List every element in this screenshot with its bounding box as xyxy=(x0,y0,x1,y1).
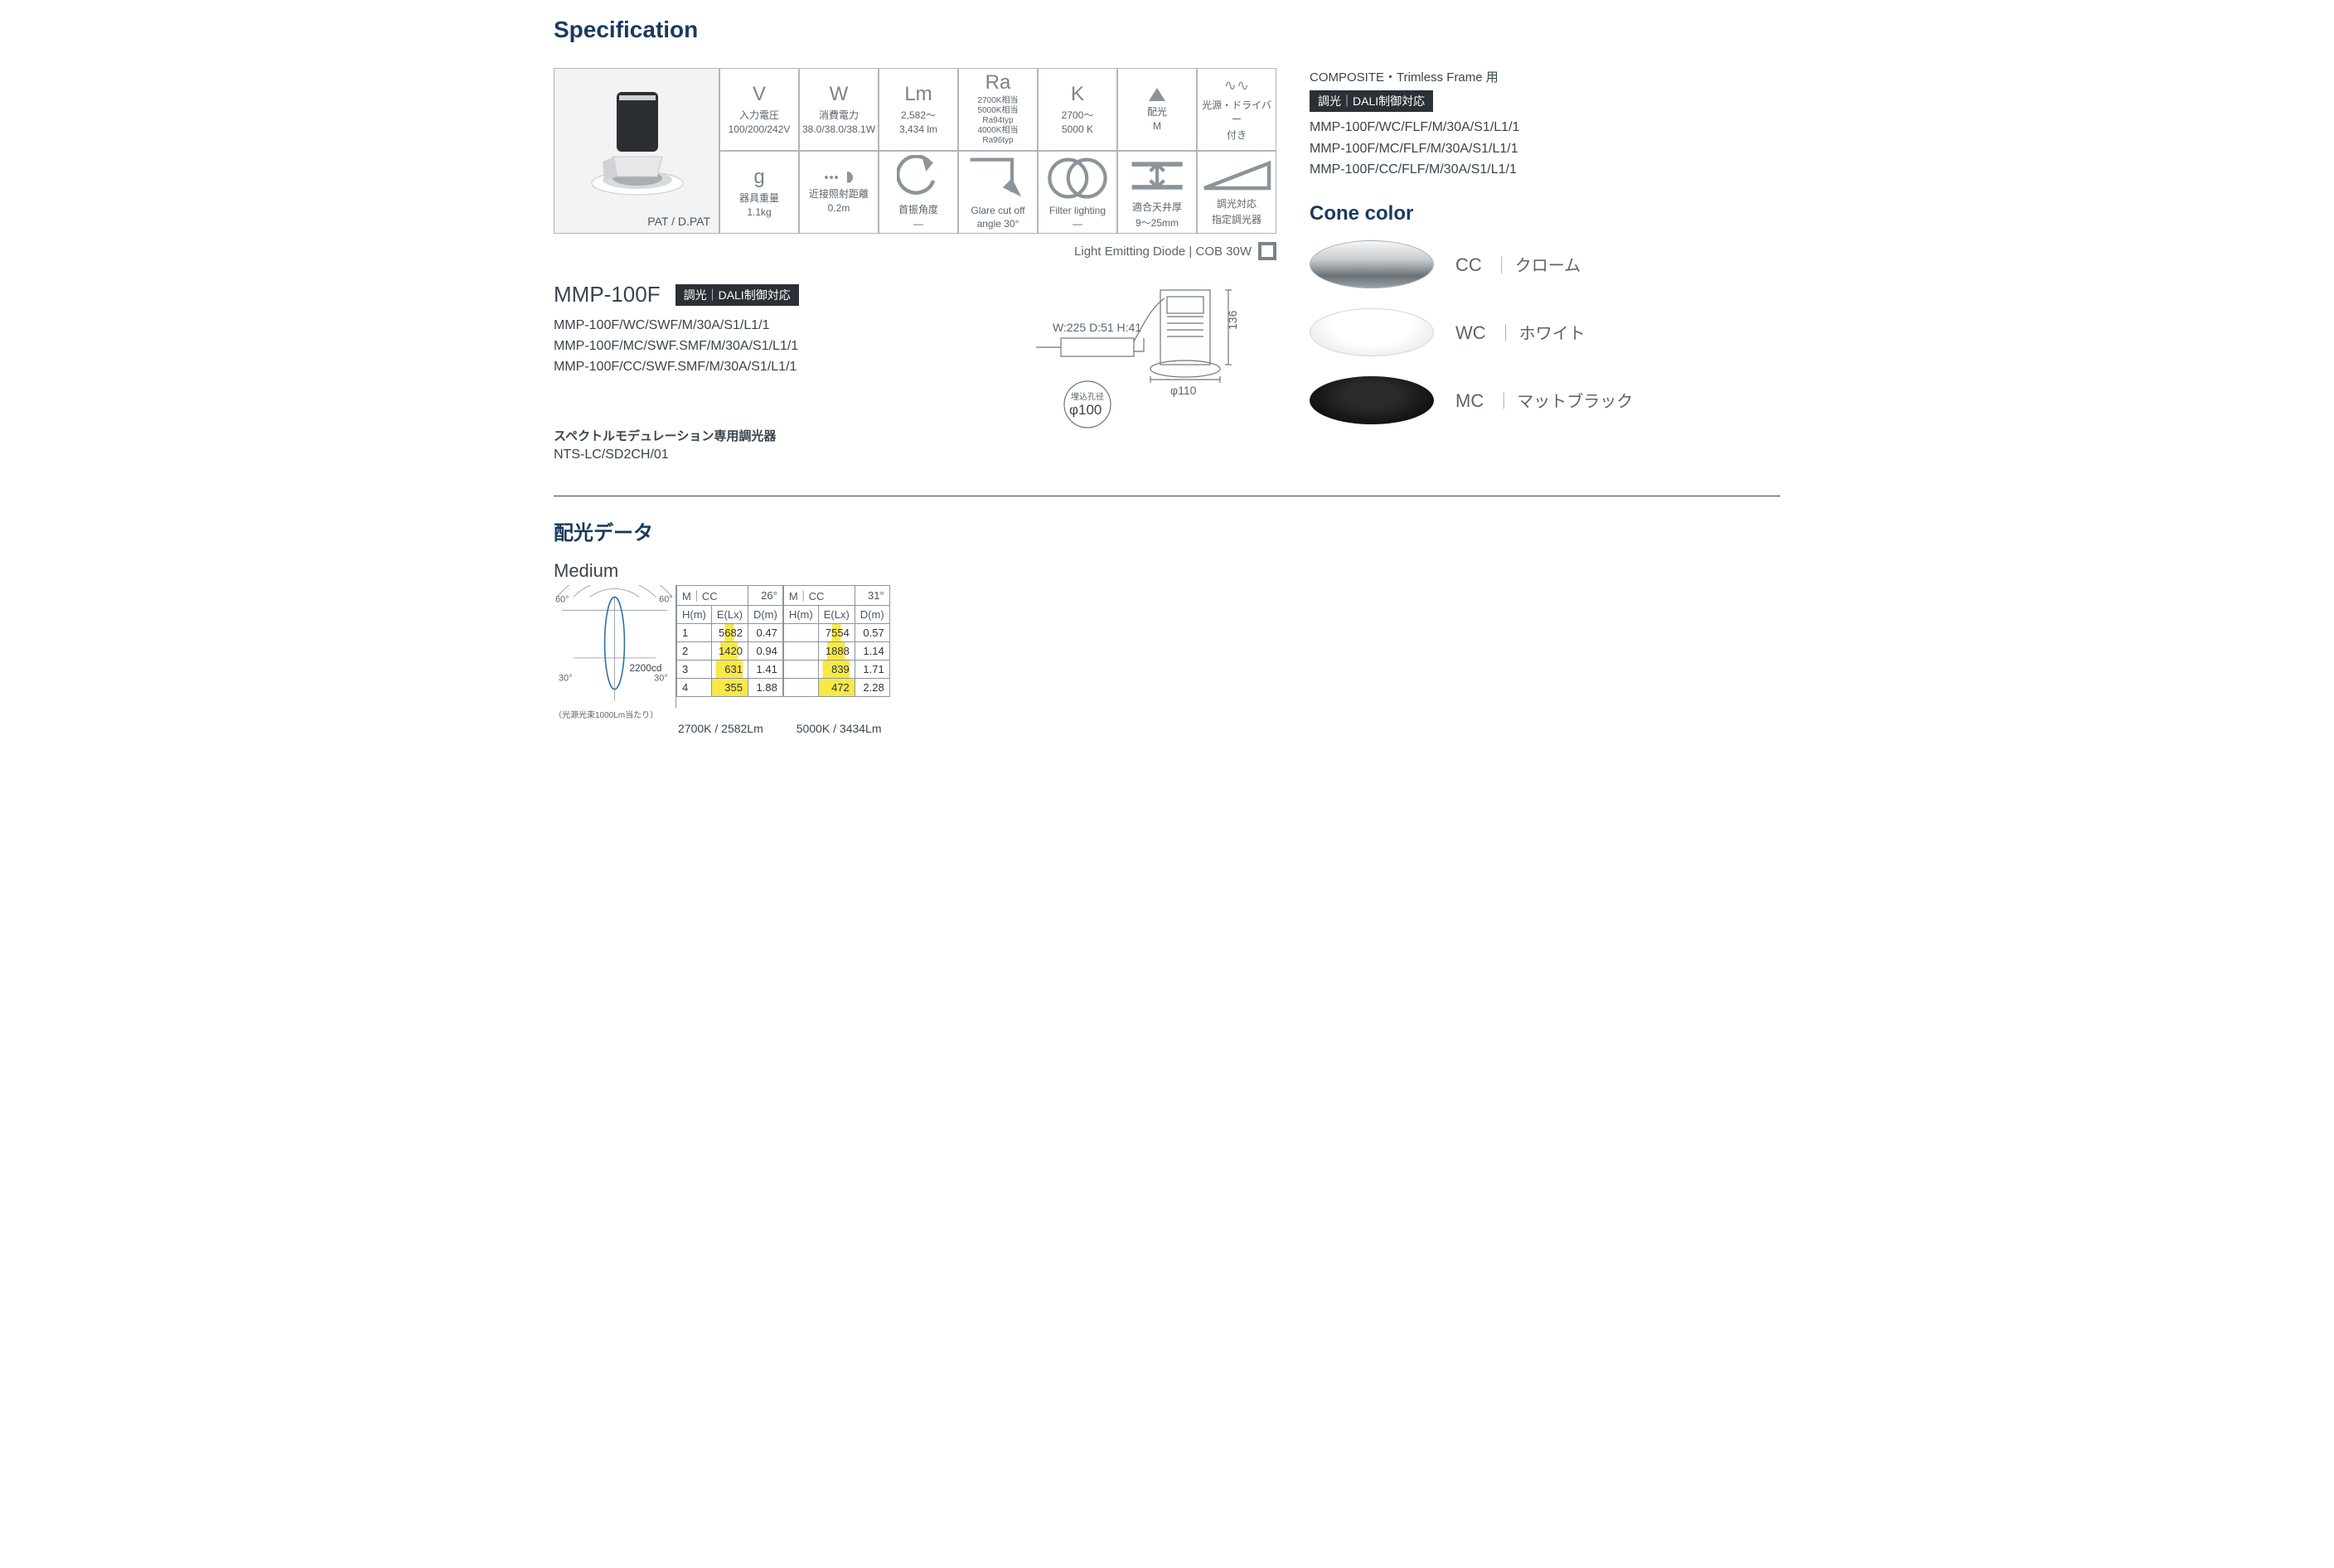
svg-text:60°: 60° xyxy=(659,595,673,605)
cone-title: Cone color xyxy=(1310,202,1780,225)
model-item: MMP-100F/CC/SWF.SMF/M/30A/S1/L1/1 xyxy=(554,357,1028,378)
model-item: MMP-100F/MC/SWF.SMF/M/30A/S1/L1/1 xyxy=(554,336,1028,357)
svg-text:60°: 60° xyxy=(555,595,569,605)
led-text: Light Emitting Diode | COB 30W xyxy=(1074,244,1252,259)
spec-cell: g器具重量1.1kg xyxy=(719,151,799,234)
model-list: MMP-100F/WC/SWF/M/30A/S1/L1/1MMP-100F/MC… xyxy=(554,316,1028,377)
svg-text:φ110: φ110 xyxy=(1170,384,1197,397)
cone-label: WC｜ホワイト xyxy=(1455,320,1586,344)
dimmer-title: スペクトルモデュレーション専用調光器 xyxy=(554,427,1028,444)
dist-subtitle: Medium xyxy=(554,560,1780,582)
cone-row: MC｜マットブラック xyxy=(1310,376,1780,424)
diagram-svg: W:225 D:51 H:41 136 φ110 埋込孔径 φ100 xyxy=(1028,265,1276,431)
model-item: MMP-100F/WC/SWF/M/30A/S1/L1/1 xyxy=(554,316,1028,336)
spec-cell: V入力電圧100/200/242V xyxy=(719,68,799,151)
cone-label: CC｜クローム xyxy=(1455,252,1581,276)
dist-caption: 2700K / 2582Lm xyxy=(678,722,763,735)
spec-cell: Glare cut offangle 30° xyxy=(958,151,1038,234)
right-column: COMPOSITE・Trimless Frame 用 調光｜DALI制御対応 M… xyxy=(1310,68,1780,462)
diagram-area: W:225 D:51 H:41 136 φ110 埋込孔径 φ100 xyxy=(1028,265,1276,462)
main-row: PAT / D.PAT V入力電圧100/200/242VW消費電力38.0/3… xyxy=(554,68,1780,462)
spec-cell: ∿∿光源・ドライバー付き xyxy=(1197,68,1276,151)
dimmer-value: NTS-LC/SD2CH/01 xyxy=(554,448,1028,462)
dist-wrap: 60° 60° 30° 30° 2200cd （光源光束1000Lm当たり） M… xyxy=(554,585,1780,720)
spec-cell: 首振角度— xyxy=(879,151,958,234)
model-item: MMP-100F/WC/FLF/M/30A/S1/L1/1 xyxy=(1310,117,1780,138)
spec-cell: K2700〜5000 K xyxy=(1038,68,1117,151)
cone-row: WC｜ホワイト xyxy=(1310,308,1780,356)
led-badge-icon xyxy=(1258,242,1276,260)
pat-label: PAT / D.PAT xyxy=(647,215,710,228)
spec-cell: Filter lighting— xyxy=(1038,151,1117,234)
left-column: PAT / D.PAT V入力電圧100/200/242VW消費電力38.0/3… xyxy=(554,68,1276,462)
dist-table: M｜CC31°H(m)E(Lx)D(m)75540.5718881.148391… xyxy=(783,585,890,697)
svg-text:W:225 D:51 H:41: W:225 D:51 H:41 xyxy=(1053,321,1141,334)
cone-row: CC｜クローム xyxy=(1310,240,1780,288)
model-name: MMP-100F xyxy=(554,282,661,307)
spec-cell: Ra2700K相当5000K相当Ra94typ4000K相当Ra96typ xyxy=(958,68,1038,151)
dist-table: M｜CC26°H(m)E(Lx)D(m)156820.47214200.9436… xyxy=(676,585,783,697)
spec-cell: 調光対応指定調光器 xyxy=(1197,151,1276,234)
cone-label: MC｜マットブラック xyxy=(1455,388,1633,412)
dist-captions: 2700K / 2582Lm 5000K / 3434Lm xyxy=(678,720,1780,735)
cone-list: CC｜クローム WC｜ホワイト MC｜マットブラック xyxy=(1310,240,1780,424)
dist-caption: 5000K / 3434Lm xyxy=(797,722,882,735)
product-image: PAT / D.PAT xyxy=(554,68,719,234)
right-model-list: MMP-100F/WC/FLF/M/30A/S1/L1/1MMP-100F/MC… xyxy=(1310,117,1780,181)
svg-text:30°: 30° xyxy=(559,674,573,684)
svg-text:2200cd: 2200cd xyxy=(629,662,661,674)
svg-text:埋込孔径: 埋込孔径 xyxy=(1071,391,1104,402)
fixture-svg xyxy=(579,85,695,210)
spec-cell: 適合天井厚9〜25mm xyxy=(1117,151,1197,234)
section-title: Specification xyxy=(554,17,1780,43)
svg-text:30°: 30° xyxy=(654,674,668,684)
right-head: COMPOSITE・Trimless Frame 用 xyxy=(1310,68,1780,85)
dist-tables: M｜CC26°H(m)E(Lx)D(m)156820.47214200.9436… xyxy=(676,585,890,697)
dist-title: 配光データ xyxy=(554,516,1780,545)
svg-text:136: 136 xyxy=(1226,310,1239,330)
spec-wrap: PAT / D.PAT V入力電圧100/200/242VW消費電力38.0/3… xyxy=(554,68,1276,234)
spec-cell: W消費電力38.0/38.0/38.1W xyxy=(799,68,879,151)
dimmer-note: スペクトルモデュレーション専用調光器 NTS-LC/SD2CH/01 xyxy=(554,427,1028,462)
model-row: MMP-100F 調光｜DALI制御対応 xyxy=(554,282,1028,307)
polar-chart: 60° 60° 30° 30° 2200cd xyxy=(554,585,676,708)
spec-cell: Lm2,582〜3,434 lm xyxy=(879,68,958,151)
svg-text:φ100: φ100 xyxy=(1069,402,1102,418)
cone-swatch xyxy=(1310,240,1434,288)
right-badge: 調光｜DALI制御対応 xyxy=(1310,90,1433,112)
polar-note: （光源光束1000Lm当たり） xyxy=(554,708,676,720)
spec-cell: 近接照射距離0.2m xyxy=(799,151,879,234)
led-line: Light Emitting Diode | COB 30W xyxy=(554,242,1276,260)
model-badge: 調光｜DALI制御対応 xyxy=(676,284,799,306)
model-item: MMP-100F/CC/FLF/M/30A/S1/L1/1 xyxy=(1310,159,1780,181)
cone-swatch xyxy=(1310,308,1434,356)
cone-swatch xyxy=(1310,376,1434,424)
spec-cell: 配光M xyxy=(1117,68,1197,151)
spec-grid: V入力電圧100/200/242VW消費電力38.0/38.0/38.1WLm2… xyxy=(719,68,1276,234)
model-item: MMP-100F/MC/FLF/M/30A/S1/L1/1 xyxy=(1310,138,1780,160)
